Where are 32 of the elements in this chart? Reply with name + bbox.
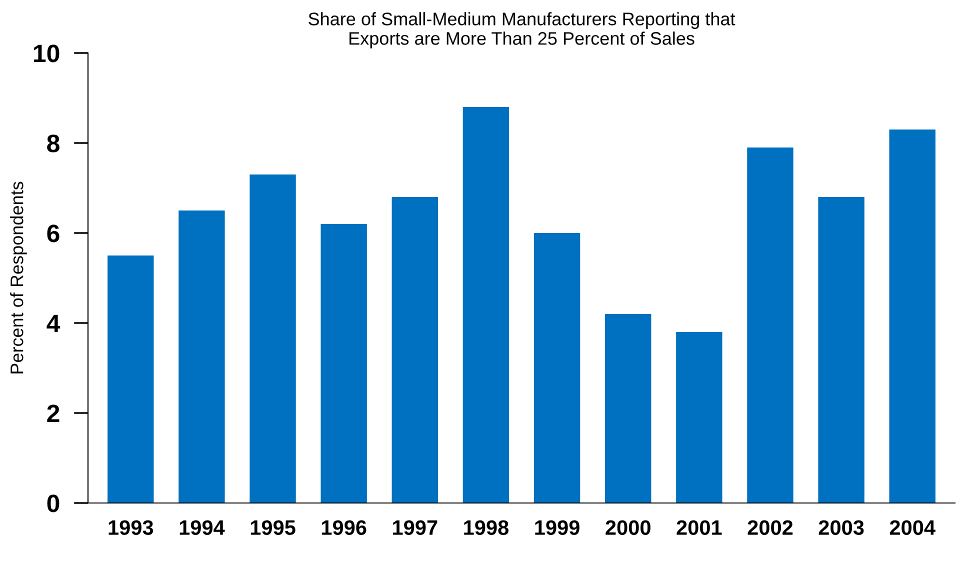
y-axis-title: Percent of Respondents — [10, 182, 27, 374]
bar — [178, 210, 225, 503]
y-tick-label: 8 — [47, 134, 60, 152]
x-tick-label: 2000 — [606, 520, 650, 535]
bar — [320, 224, 367, 503]
bar — [747, 148, 794, 503]
bar — [462, 107, 510, 503]
x-tick-label: 1998 — [464, 520, 509, 535]
y-tick-label: 2 — [47, 404, 60, 422]
bar — [392, 197, 438, 503]
bar — [605, 314, 652, 503]
x-tick-label: 1996 — [322, 520, 366, 535]
y-tick-label: 0 — [47, 494, 60, 512]
x-tick-label: 1995 — [250, 520, 296, 535]
y-tick-label: 6 — [47, 224, 60, 242]
x-tick-label: 1994 — [180, 520, 225, 535]
bar — [889, 130, 936, 503]
x-tick-label: 2001 — [676, 520, 722, 535]
y-tick-label: 10 — [34, 44, 60, 62]
chart-title: Share of Small-Medium Manufacturers Reporting that Exports are More Than 25 Percent of Sales — [308, 12, 736, 48]
y-tick-label: 4 — [46, 314, 60, 332]
x-tick-label: 2003 — [818, 520, 864, 535]
x-tick-label: 1999 — [535, 520, 580, 535]
x-tick-label: 1993 — [108, 520, 154, 535]
bar — [250, 174, 296, 503]
bar — [534, 233, 580, 503]
x-tick-label: 2004 — [890, 520, 936, 535]
bar — [108, 256, 154, 503]
bar — [818, 197, 864, 503]
x-tick-label: 2002 — [748, 520, 793, 535]
x-tick-label: 1997 — [393, 520, 438, 535]
bar — [676, 332, 722, 503]
